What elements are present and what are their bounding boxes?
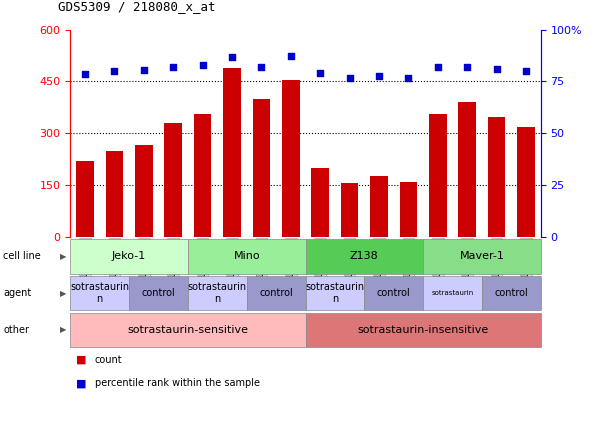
Point: [403, 75, 413, 82]
Bar: [312, 168, 329, 237]
Point: [286, 52, 296, 59]
Text: Z138: Z138: [350, 251, 379, 261]
Text: control: control: [377, 288, 411, 298]
Text: ▶: ▶: [60, 288, 66, 298]
Text: ■: ■: [76, 355, 87, 365]
Text: ▶: ▶: [60, 252, 66, 261]
Bar: [400, 181, 417, 237]
Point: [168, 63, 178, 70]
Text: agent: agent: [3, 288, 31, 298]
Point: [109, 68, 119, 74]
Bar: [194, 114, 211, 237]
Bar: [223, 68, 241, 237]
Text: control: control: [259, 288, 293, 298]
Point: [433, 63, 443, 70]
Point: [227, 53, 237, 60]
Text: Jeko-1: Jeko-1: [112, 251, 146, 261]
Text: Mino: Mino: [233, 251, 260, 261]
Text: control: control: [142, 288, 175, 298]
Point: [374, 73, 384, 80]
Bar: [341, 183, 359, 237]
Text: Maver-1: Maver-1: [459, 251, 504, 261]
Bar: [518, 127, 535, 237]
Point: [492, 66, 502, 72]
Bar: [429, 114, 447, 237]
Bar: [282, 80, 299, 237]
Bar: [106, 151, 123, 237]
Bar: [135, 146, 153, 237]
Point: [315, 70, 325, 77]
Point: [80, 71, 90, 77]
Text: sotrastaurin
n: sotrastaurin n: [306, 282, 365, 304]
Bar: [76, 161, 94, 237]
Text: cell line: cell line: [3, 251, 41, 261]
Bar: [164, 123, 182, 237]
Text: ▶: ▶: [60, 325, 66, 335]
Text: count: count: [95, 355, 122, 365]
Text: control: control: [494, 288, 528, 298]
Text: ■: ■: [76, 378, 87, 388]
Text: sotrastaurin
n: sotrastaurin n: [188, 282, 247, 304]
Text: sotrastaurin-insensitive: sotrastaurin-insensitive: [357, 325, 489, 335]
Bar: [252, 99, 270, 237]
Point: [198, 61, 208, 68]
Point: [139, 67, 148, 74]
Text: percentile rank within the sample: percentile rank within the sample: [95, 378, 260, 388]
Point: [257, 63, 266, 70]
Bar: [370, 176, 388, 237]
Text: sotrastaurin-sensitive: sotrastaurin-sensitive: [127, 325, 249, 335]
Point: [521, 68, 531, 74]
Point: [463, 63, 472, 70]
Text: other: other: [3, 325, 29, 335]
Bar: [488, 117, 505, 237]
Bar: [458, 102, 476, 237]
Point: [345, 75, 354, 82]
Text: GDS5309 / 218080_x_at: GDS5309 / 218080_x_at: [58, 0, 216, 13]
Text: sotrastaurin: sotrastaurin: [431, 290, 474, 296]
Text: sotrastaurin
n: sotrastaurin n: [70, 282, 130, 304]
